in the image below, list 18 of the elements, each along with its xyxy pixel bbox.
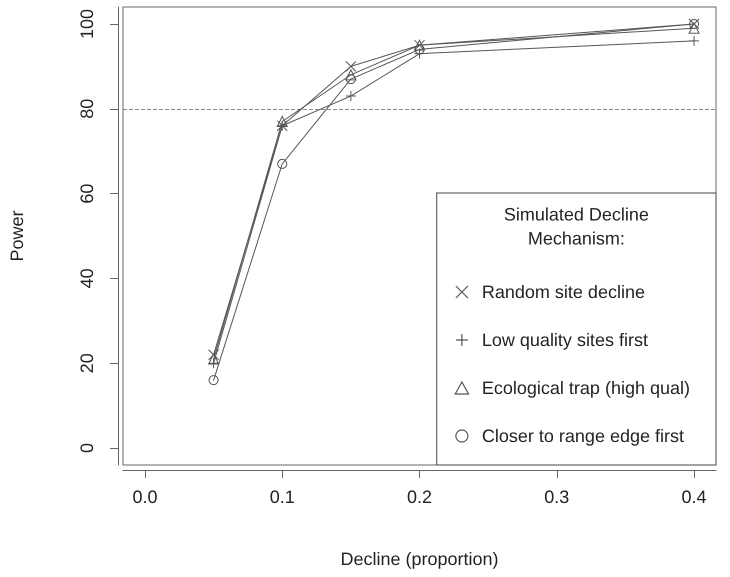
x-tick-label: 0.4 [682, 487, 707, 507]
legend-label: Low quality sites first [482, 330, 648, 350]
y-tick-label: 80 [77, 98, 97, 119]
legend-label: Random site decline [482, 282, 645, 302]
y-tick-label: 40 [77, 268, 97, 288]
y-axis-title: Power [7, 210, 27, 262]
legend-label: Closer to range edge first [482, 426, 684, 446]
y-tick-label: 100 [77, 8, 97, 39]
legend-label: Ecological trap (high qual) [482, 378, 690, 398]
y-tick-label: 20 [77, 353, 97, 374]
y-tick-label: 60 [77, 184, 97, 204]
x-tick-label: 0.3 [544, 487, 570, 507]
legend-title: Simulated Decline Mechanism: [504, 204, 649, 248]
y-tick-label: 0 [77, 443, 97, 454]
x-axis-title: Decline (proportion) [340, 549, 499, 569]
x-tick-label: 0.1 [270, 487, 295, 507]
x-tick-label: 0.2 [406, 487, 432, 507]
x-tick-label: 0.0 [132, 487, 158, 507]
